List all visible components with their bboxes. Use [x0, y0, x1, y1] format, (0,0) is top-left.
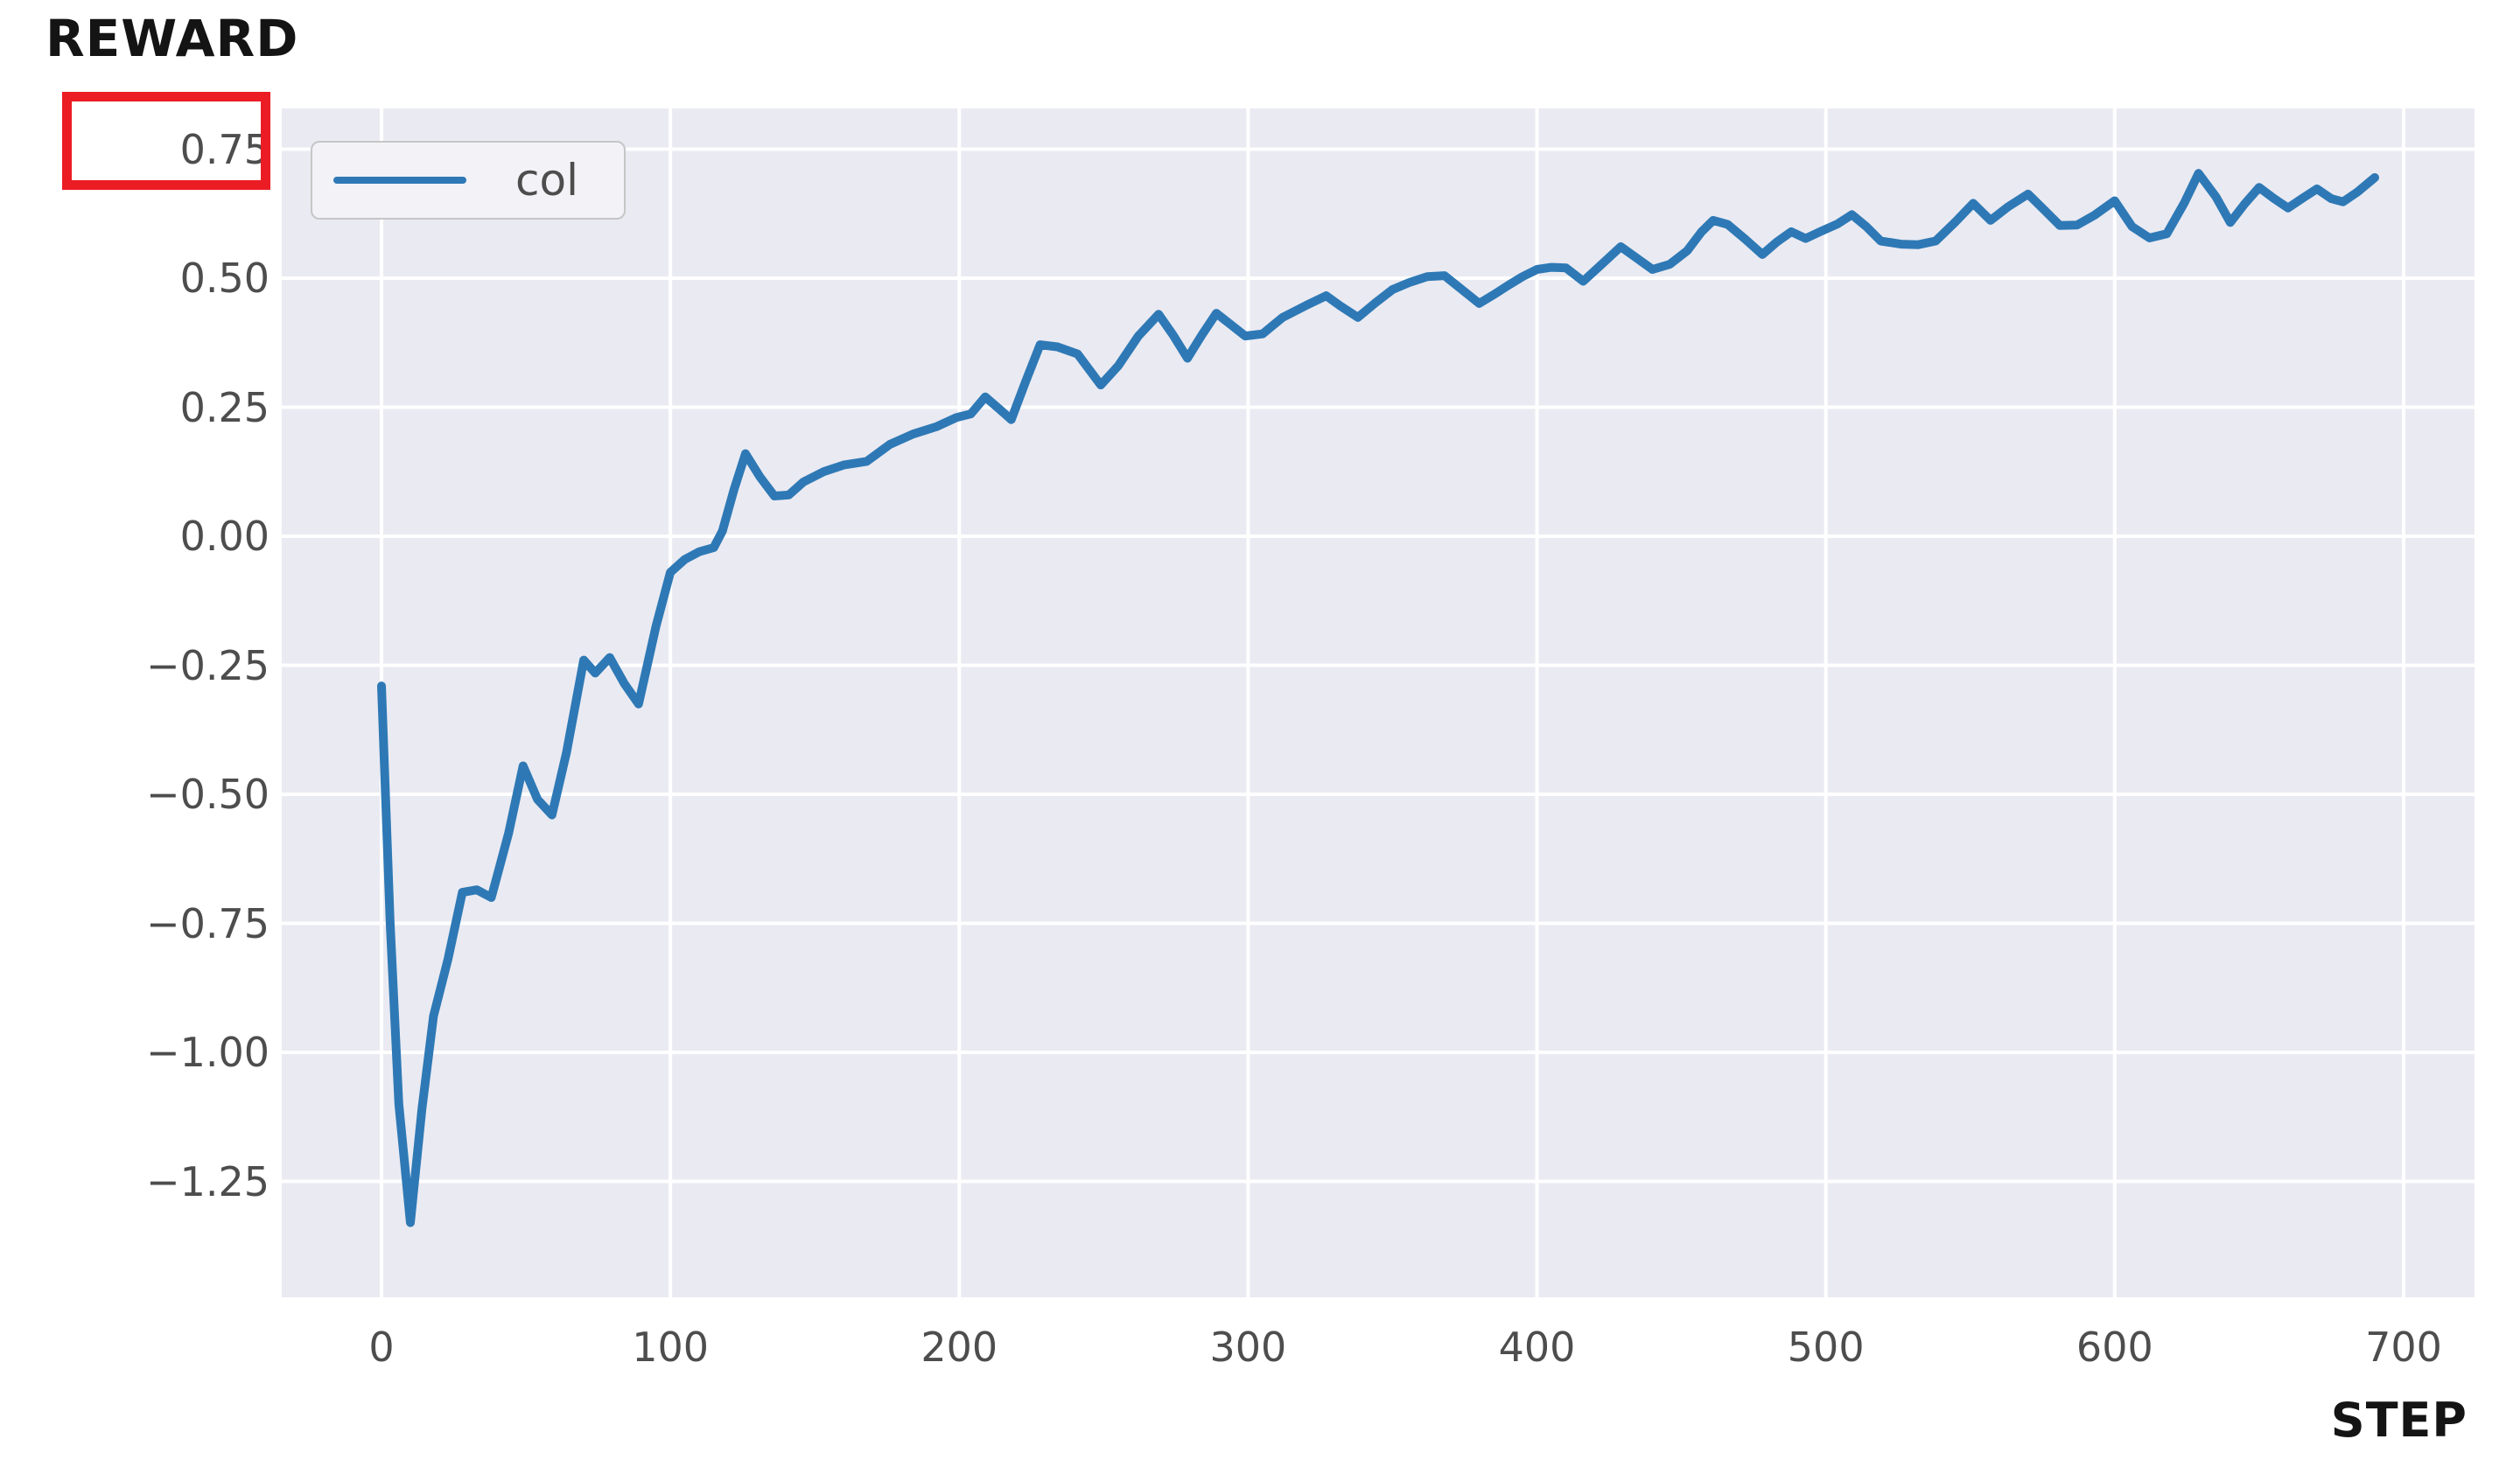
y-tick-label: 0.25	[179, 383, 270, 431]
y-tick-label: 0.50	[179, 255, 270, 302]
y-tick-label: −0.50	[146, 771, 270, 818]
x-tick-label: 200	[920, 1324, 998, 1371]
reward-series-line	[377, 169, 2379, 1227]
x-tick-label: 600	[2076, 1324, 2153, 1371]
x-tick-label: 0	[368, 1324, 395, 1371]
y-tick-label-highlighted: 0.75	[179, 125, 270, 173]
plot-area	[282, 108, 2474, 1297]
red-highlight-box	[62, 92, 270, 190]
x-tick-label: 300	[1209, 1324, 1287, 1371]
x-tick-label: 500	[1787, 1324, 1865, 1371]
y-tick-label: −0.25	[146, 641, 270, 689]
x-tick-label: 700	[2365, 1324, 2442, 1371]
y-tick-label: −1.25	[146, 1157, 270, 1205]
x-axis-title: STEP	[2330, 1393, 2468, 1448]
x-tick-label: 400	[1498, 1324, 1576, 1371]
y-tick-label: −0.75	[146, 899, 270, 947]
chart-title: REWARD	[46, 9, 299, 68]
y-tick-label: 0.00	[179, 513, 270, 560]
legend-label: col	[515, 155, 578, 206]
plot-canvas	[282, 108, 2474, 1297]
legend-line-icon	[333, 177, 466, 184]
y-tick-label: −1.00	[146, 1029, 270, 1076]
x-tick-label: 100	[632, 1324, 710, 1371]
legend: col	[311, 141, 626, 220]
